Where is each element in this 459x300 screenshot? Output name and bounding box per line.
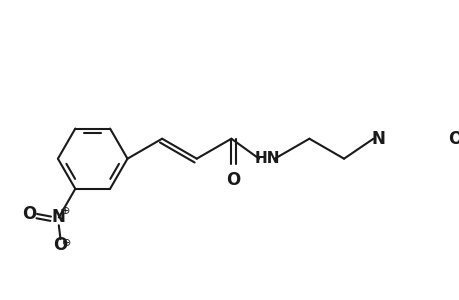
Text: N: N bbox=[371, 130, 385, 148]
Text: O: O bbox=[22, 205, 36, 223]
Text: O: O bbox=[447, 130, 459, 148]
Text: ⊕: ⊕ bbox=[61, 206, 70, 216]
Text: HN: HN bbox=[254, 151, 279, 166]
Text: ⊖: ⊖ bbox=[62, 238, 71, 248]
Text: N: N bbox=[52, 208, 66, 226]
Text: O: O bbox=[226, 171, 240, 189]
Text: O: O bbox=[53, 236, 67, 254]
